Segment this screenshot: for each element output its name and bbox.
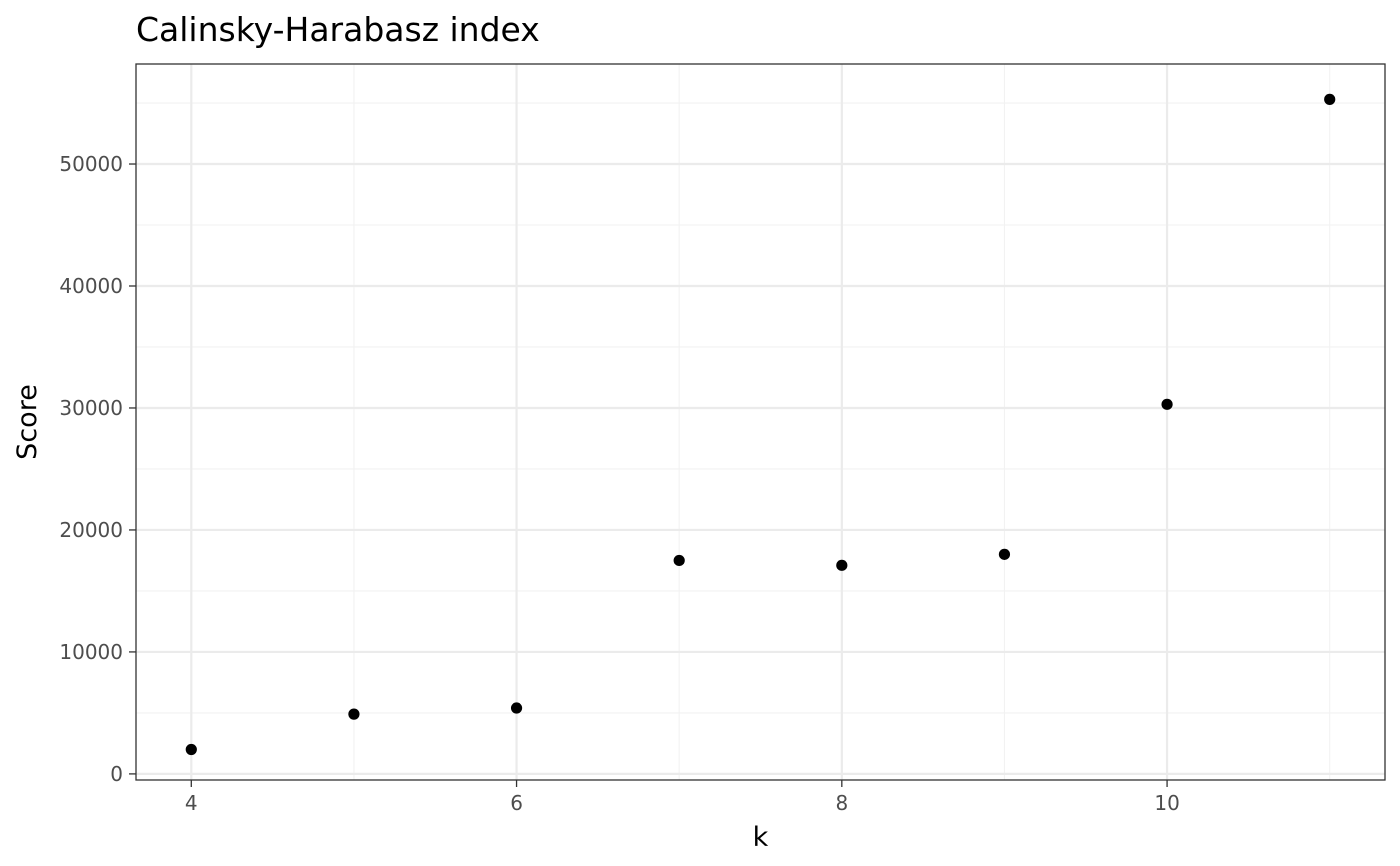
minor-gridlines (136, 64, 1385, 780)
data-point (673, 554, 685, 567)
x-tick-label: 10 (1154, 791, 1179, 815)
x-tick-label: 6 (510, 791, 523, 815)
y-tick-label: 40000 (59, 274, 123, 298)
data-points (185, 93, 1336, 756)
x-axis-title: k (753, 822, 769, 853)
data-point (1161, 398, 1173, 410)
y-tick-label: 10000 (59, 640, 123, 664)
y-axis-ticks: 0 10000 20000 30000 40000 50000 (59, 152, 136, 786)
x-axis-ticks: 4 6 8 10 (185, 780, 1180, 815)
y-axis-title: Score (12, 384, 43, 460)
major-gridlines (136, 64, 1385, 780)
y-tick-label: 0 (110, 762, 123, 786)
y-tick-label: 30000 (59, 396, 123, 420)
data-point (348, 708, 360, 720)
data-point (836, 559, 848, 571)
y-tick-label: 20000 (59, 518, 123, 542)
chart-title: Calinsky-Harabasz index (136, 10, 540, 49)
x-tick-label: 4 (185, 791, 198, 815)
y-tick-label: 50000 (59, 152, 123, 176)
data-point (998, 548, 1011, 560)
panel-border (135, 63, 1386, 781)
data-point (1324, 93, 1336, 105)
data-point (185, 743, 197, 756)
data-point (510, 702, 523, 714)
x-tick-label: 8 (835, 791, 848, 815)
